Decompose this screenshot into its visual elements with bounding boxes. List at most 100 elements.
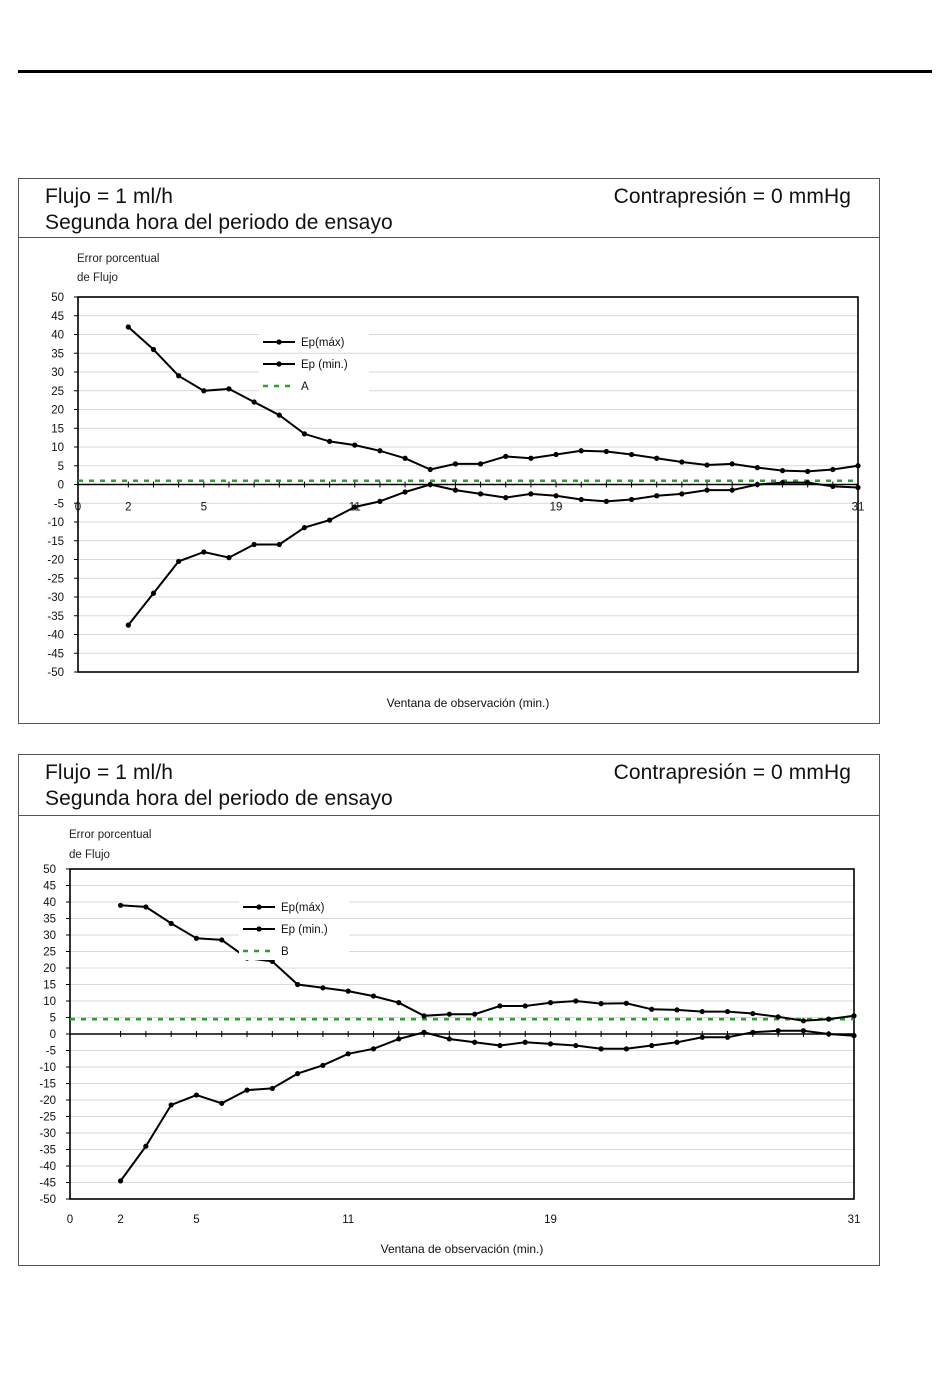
x-tick-label: 0 — [75, 502, 81, 514]
data-point — [269, 958, 275, 964]
y-tick-label: -5 — [54, 498, 64, 510]
data-point — [251, 399, 257, 405]
y-tick-label: -10 — [47, 517, 64, 529]
data-point — [226, 555, 232, 561]
x-tick-label: 31 — [852, 502, 865, 514]
series-line — [119, 1029, 855, 1182]
data-point — [779, 480, 786, 486]
y-tick-label: -25 — [39, 1112, 56, 1124]
legend-label: B — [281, 946, 289, 958]
data-point — [150, 346, 157, 353]
data-point — [679, 491, 685, 497]
y-tick-label: 0 — [58, 480, 64, 492]
y-axis-label: Error porcentual — [69, 829, 151, 841]
data-point — [472, 1039, 478, 1045]
legend-bg — [259, 333, 369, 351]
data-point — [396, 1000, 402, 1006]
data-point — [851, 1013, 857, 1019]
data-point — [193, 1092, 200, 1098]
series-line — [127, 326, 859, 473]
data-point — [679, 459, 685, 465]
data-point — [345, 1051, 351, 1057]
data-point — [301, 431, 308, 437]
data-point — [269, 1085, 275, 1092]
data-point — [219, 1100, 225, 1106]
data-point — [352, 442, 358, 448]
data-point — [699, 1034, 705, 1040]
data-point — [704, 462, 710, 468]
x-tick-label: 2 — [117, 1214, 123, 1226]
data-point — [649, 1006, 655, 1012]
data-point — [143, 1143, 149, 1149]
legend-label: Ep (min.) — [301, 359, 348, 371]
series-min — [125, 480, 861, 628]
y-tick-label: -10 — [39, 1062, 56, 1074]
data-point — [421, 1013, 427, 1019]
period-subtitle: Segunda hora del periodo de ensayo — [45, 787, 393, 810]
data-point — [578, 496, 584, 503]
x-tick-label: 5 — [193, 1214, 199, 1226]
data-point — [750, 1029, 756, 1035]
y-axis-label: Error porcentual — [77, 253, 159, 265]
y-tick-label: 25 — [43, 947, 56, 959]
data-point — [497, 1042, 503, 1049]
y-tick-label: 0 — [50, 1029, 56, 1041]
data-point — [320, 1062, 326, 1068]
data-point — [320, 985, 326, 991]
data-point — [724, 1034, 731, 1040]
data-point — [193, 935, 200, 941]
data-point — [603, 498, 609, 504]
data-point — [402, 455, 408, 461]
y-tick-label: -40 — [47, 630, 64, 642]
data-point — [855, 484, 861, 491]
data-point — [327, 517, 333, 523]
data-point — [276, 412, 282, 418]
panel-header: Flujo = 1 ml/h Segunda hora del periodo … — [19, 179, 879, 238]
data-point — [779, 468, 786, 474]
y-tick-label: -45 — [47, 648, 64, 660]
y-tick-label: 10 — [51, 442, 64, 454]
data-point — [244, 1087, 250, 1093]
data-point — [503, 453, 509, 459]
data-point — [826, 1016, 832, 1022]
data-point — [168, 1102, 174, 1108]
y-tick-label: -50 — [47, 667, 64, 679]
data-point — [301, 525, 308, 531]
y-axis-label: de Flujo — [77, 272, 118, 284]
data-point — [452, 461, 459, 467]
data-point — [855, 463, 861, 469]
data-point — [327, 438, 333, 444]
y-tick-label: -25 — [47, 573, 64, 585]
legend-label: Ep(máx) — [281, 902, 325, 914]
data-point — [522, 1003, 528, 1009]
data-point — [724, 1008, 731, 1015]
data-point — [472, 1011, 478, 1017]
data-point — [176, 558, 182, 564]
data-point — [345, 988, 351, 994]
data-point — [427, 466, 433, 473]
flow-title: Flujo = 1 ml/h — [45, 185, 174, 208]
data-point — [830, 483, 836, 489]
y-tick-label: 35 — [51, 348, 64, 360]
y-tick-label: 30 — [51, 367, 64, 379]
legend-bg — [239, 920, 349, 938]
data-point — [295, 1071, 301, 1077]
data-point — [201, 549, 207, 555]
y-tick-label: 50 — [51, 292, 64, 304]
data-point — [598, 1001, 604, 1007]
flow-title: Flujo = 1 ml/h — [45, 761, 174, 784]
y-tick-label: 50 — [43, 864, 56, 876]
data-point — [578, 448, 584, 454]
data-point — [402, 489, 408, 495]
top-rule — [18, 70, 932, 73]
data-point — [654, 455, 660, 461]
data-point — [125, 622, 131, 628]
data-point — [628, 496, 635, 503]
data-point — [628, 451, 635, 458]
data-point — [729, 461, 735, 467]
legend-bg — [259, 377, 369, 395]
data-point — [704, 487, 710, 493]
data-point — [176, 373, 182, 379]
data-point — [427, 481, 433, 488]
data-point — [805, 468, 811, 474]
